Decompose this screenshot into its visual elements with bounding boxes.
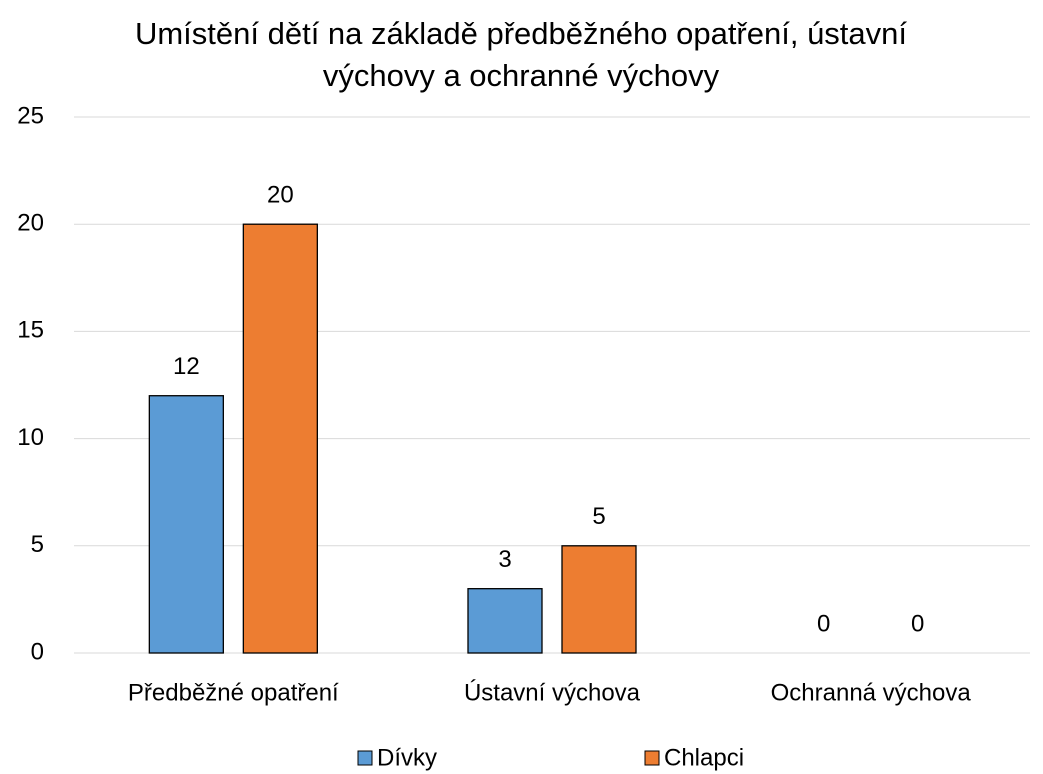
legend-label: Chlapci	[664, 744, 744, 771]
legend-swatch	[644, 750, 660, 766]
data-label: 0	[911, 610, 924, 637]
legend-label: Dívky	[377, 744, 437, 771]
chart-title: Umístění dětí na základě předběžného opa…	[135, 16, 907, 51]
y-tick-label: 10	[17, 424, 44, 451]
y-tick-label: 15	[17, 317, 44, 344]
x-tick-label: Ochranná výchova	[771, 679, 972, 706]
bar	[467, 588, 543, 654]
bar	[242, 223, 318, 654]
y-tick-label: 5	[31, 531, 44, 558]
chart-title: výchovy a ochranné výchovy	[323, 58, 720, 93]
data-label: 0	[817, 610, 830, 637]
y-tick-label: 25	[17, 102, 44, 129]
x-tick-label: Ústavní výchova	[464, 679, 641, 706]
bar	[148, 395, 224, 654]
data-label: 3	[498, 546, 511, 573]
legend-swatch	[357, 750, 373, 766]
y-tick-label: 0	[31, 638, 44, 665]
bar	[561, 545, 637, 654]
data-label: 20	[267, 182, 294, 209]
x-tick-label: Předběžné opatření	[128, 679, 339, 706]
y-tick-label: 20	[17, 210, 44, 237]
data-label: 5	[592, 503, 605, 530]
data-label: 12	[173, 353, 200, 380]
